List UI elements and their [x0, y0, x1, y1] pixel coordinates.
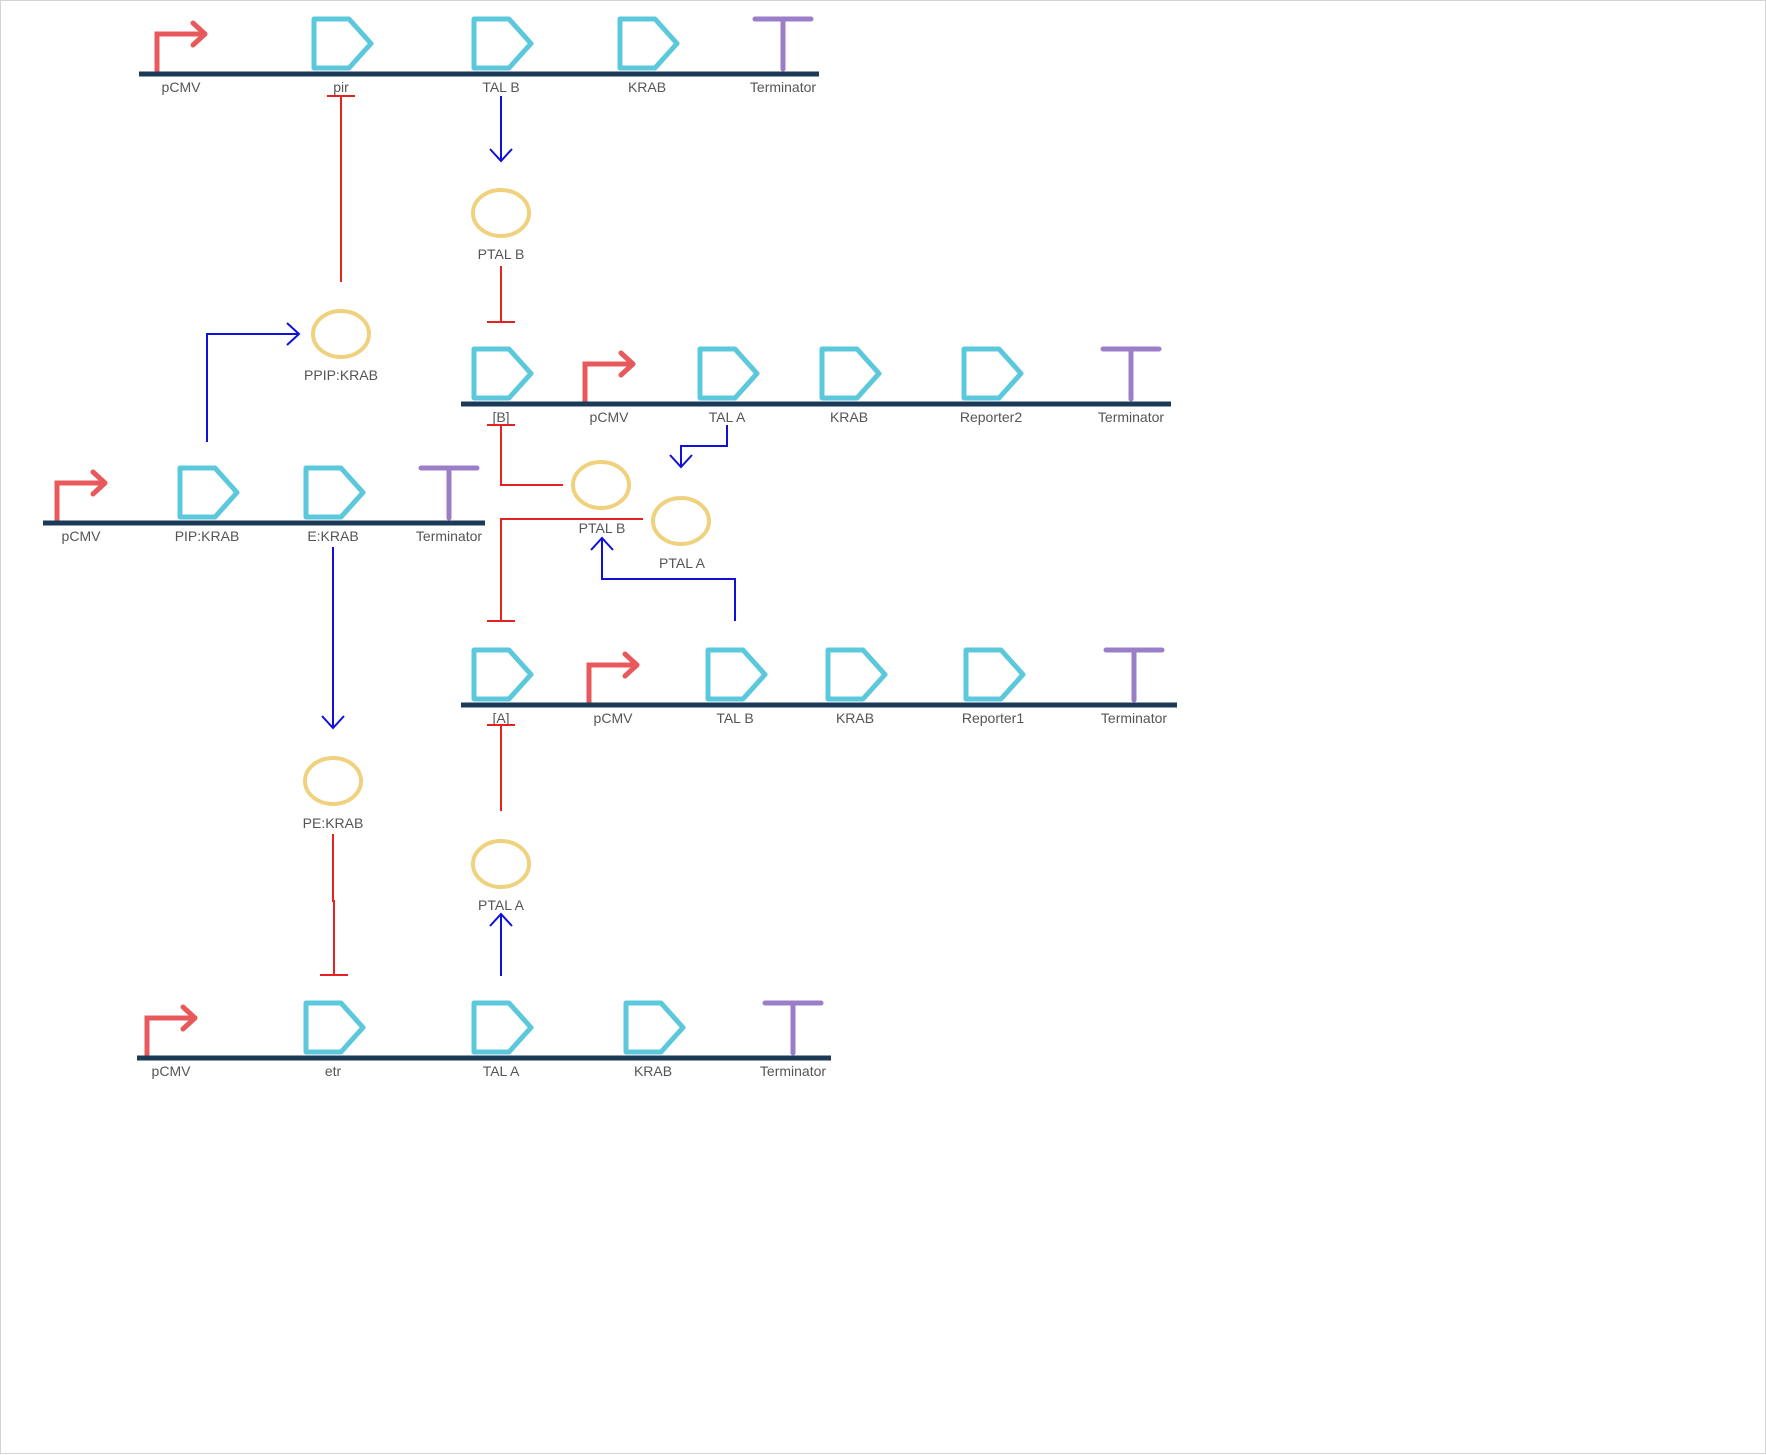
- cds-part: [471, 647, 534, 702]
- part-label: PIP:KRAB: [175, 528, 240, 544]
- part-label: pCMV: [152, 1063, 192, 1079]
- part-label: TAL A: [483, 1063, 520, 1079]
- repression-edge: [487, 266, 515, 323]
- protein-p4: PTAL A: [651, 496, 711, 571]
- terminator-part: [1100, 346, 1162, 402]
- cds-part: [311, 16, 374, 71]
- cds-part: [623, 1000, 686, 1055]
- part-label: pir: [333, 79, 349, 95]
- protein-node: [471, 839, 531, 889]
- protein-node: [303, 756, 363, 806]
- part-label: E:KRAB: [307, 528, 358, 544]
- protein-node: [651, 496, 711, 546]
- repression-edge: [487, 424, 563, 486]
- part-label: KRAB: [836, 710, 874, 726]
- promoter-part: [154, 20, 208, 74]
- promoter-part: [582, 350, 636, 404]
- activation-edge: [669, 425, 728, 469]
- part-label: TAL B: [716, 710, 753, 726]
- part-label: pCMV: [594, 710, 634, 726]
- cds-part: [705, 647, 768, 702]
- repression-edge: [320, 834, 348, 976]
- part-label: pCMV: [162, 79, 202, 95]
- activation-edge: [321, 547, 345, 730]
- construct-c3: pCMV PIP:KRAB E:KRAB Terminator: [43, 465, 485, 544]
- protein-p5: PE:KRAB: [303, 756, 364, 831]
- part-label: KRAB: [634, 1063, 672, 1079]
- repression-edge: [487, 724, 515, 811]
- cds-part: [471, 346, 534, 401]
- cds-part: [963, 647, 1026, 702]
- construct-c2: [B] pCMV TAL A KRAB Reporter2 Terminator: [461, 346, 1171, 425]
- protein-p3: PTAL B: [571, 460, 631, 536]
- cds-part: [825, 647, 888, 702]
- protein-node: [571, 460, 631, 510]
- repression-edge: [327, 95, 355, 282]
- protein-p6: PTAL A: [471, 839, 531, 913]
- part-label: Terminator: [1098, 409, 1164, 425]
- part-label: KRAB: [628, 79, 666, 95]
- part-label: Reporter2: [960, 409, 1022, 425]
- part-label: Terminator: [760, 1063, 826, 1079]
- part-label: Terminator: [750, 79, 816, 95]
- part-label: Reporter1: [962, 710, 1024, 726]
- construct-c1: pCMV pir TAL B KRAB Terminator: [139, 16, 819, 95]
- part-label: [A]: [492, 710, 509, 726]
- part-label: TAL A: [709, 409, 746, 425]
- protein-label: PTAL A: [659, 555, 706, 571]
- part-label: KRAB: [830, 409, 868, 425]
- part-label: etr: [325, 1063, 342, 1079]
- cds-part: [471, 16, 534, 71]
- cds-part: [697, 346, 760, 401]
- cds-part: [303, 465, 366, 520]
- protein-label: PTAL B: [579, 520, 626, 536]
- activation-edge: [489, 96, 513, 163]
- part-label: pCMV: [590, 409, 630, 425]
- construct-c5: pCMV etr TAL A KRAB Terminator: [137, 1000, 831, 1079]
- protein-label: PPIP:KRAB: [304, 367, 378, 383]
- activation-edge: [489, 912, 513, 976]
- protein-label: PTAL B: [478, 246, 525, 262]
- protein-p2: PPIP:KRAB: [304, 309, 378, 383]
- activation-edge: [590, 536, 736, 621]
- protein-node: [311, 309, 371, 359]
- protein-p1: PTAL B: [471, 188, 531, 262]
- activation-edge: [206, 322, 301, 442]
- protein-node: [471, 188, 531, 238]
- construct-c4: [A] pCMV TAL B KRAB Reporter1 Terminator: [461, 647, 1177, 726]
- protein-label: PE:KRAB: [303, 815, 364, 831]
- terminator-part: [1103, 647, 1165, 703]
- part-label: [B]: [492, 409, 509, 425]
- cds-part: [471, 1000, 534, 1055]
- promoter-part: [586, 651, 640, 705]
- repression-edge: [487, 518, 643, 622]
- cds-part: [177, 465, 240, 520]
- terminator-part: [762, 1000, 824, 1056]
- promoter-part: [144, 1004, 198, 1058]
- part-label: Terminator: [416, 528, 482, 544]
- cds-part: [819, 346, 882, 401]
- cds-part: [303, 1000, 366, 1055]
- cds-part: [961, 346, 1024, 401]
- terminator-part: [418, 465, 480, 521]
- cds-part: [617, 16, 680, 71]
- protein-label: PTAL A: [478, 897, 525, 913]
- part-label: TAL B: [482, 79, 519, 95]
- terminator-part: [752, 16, 814, 72]
- promoter-part: [54, 469, 108, 523]
- part-label: pCMV: [62, 528, 102, 544]
- part-label: Terminator: [1101, 710, 1167, 726]
